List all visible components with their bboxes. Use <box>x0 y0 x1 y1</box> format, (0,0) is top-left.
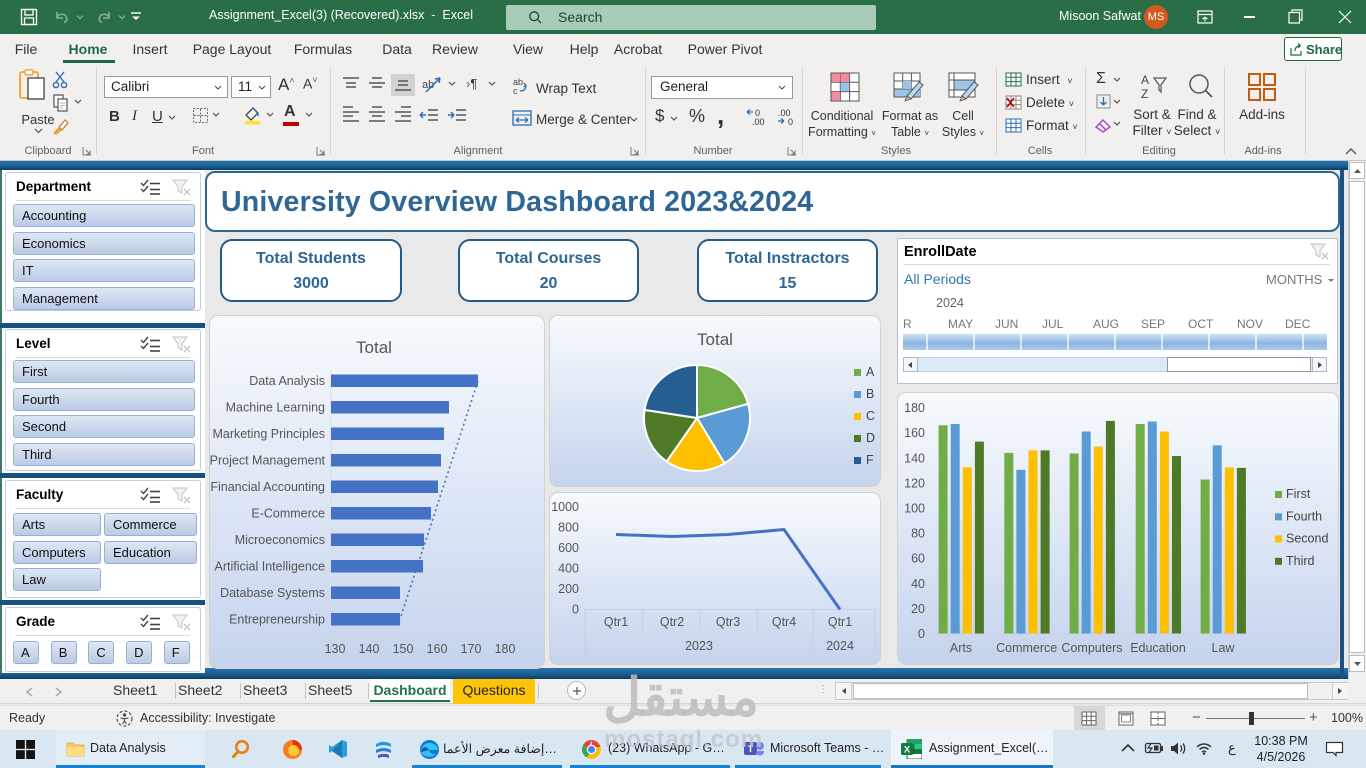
svg-text:Total: Total <box>356 338 392 357</box>
svg-text:180: 180 <box>904 401 925 415</box>
svg-text:Machine Learning: Machine Learning <box>226 401 325 415</box>
svg-text:60: 60 <box>911 552 925 566</box>
svg-text:Second: Second <box>1286 532 1328 546</box>
svg-text:140: 140 <box>904 451 925 465</box>
svg-text:180: 180 <box>495 642 516 656</box>
svg-text:c: c <box>513 86 518 96</box>
svg-text:160: 160 <box>427 642 448 656</box>
svg-text:Qtr1: Qtr1 <box>828 615 852 629</box>
svg-text:Qtr2: Qtr2 <box>660 615 684 629</box>
svg-text:80: 80 <box>911 527 925 541</box>
svg-text:20: 20 <box>911 602 925 616</box>
svg-text:Third: Third <box>1286 554 1315 568</box>
svg-text:.00: .00 <box>752 117 765 127</box>
svg-text:Education: Education <box>1130 641 1186 655</box>
svg-text:Marketing Principles: Marketing Principles <box>212 427 325 441</box>
svg-text:Project Management: Project Management <box>210 454 326 468</box>
svg-text:100: 100 <box>904 502 925 516</box>
svg-text:.00: .00 <box>778 108 791 118</box>
svg-text:Database Systems: Database Systems <box>220 586 325 600</box>
svg-text:Qtr1: Qtr1 <box>604 615 628 629</box>
svg-text:Entrepreneurship: Entrepreneurship <box>229 613 325 627</box>
svg-text:2023: 2023 <box>685 639 713 653</box>
svg-text:ab: ab <box>513 77 523 87</box>
svg-text:Total: Total <box>697 330 733 349</box>
svg-text:1000: 1000 <box>551 500 579 514</box>
svg-text:600: 600 <box>558 541 579 555</box>
svg-text:170: 170 <box>461 642 482 656</box>
svg-text:A: A <box>1141 73 1149 87</box>
svg-text:40: 40 <box>911 577 925 591</box>
svg-text:F: F <box>866 453 874 467</box>
svg-text:400: 400 <box>558 562 579 576</box>
svg-text:150: 150 <box>393 642 414 656</box>
svg-text:Microeconomics: Microeconomics <box>235 533 325 547</box>
svg-text:Computers: Computers <box>1061 641 1122 655</box>
svg-text:Arts: Arts <box>950 641 972 655</box>
svg-text:T: T <box>748 744 754 754</box>
svg-text:First: First <box>1286 487 1311 501</box>
svg-text:0: 0 <box>755 108 760 118</box>
svg-text:X: X <box>904 745 911 756</box>
svg-text:Commerce: Commerce <box>996 641 1057 655</box>
svg-text:Z: Z <box>1141 87 1148 101</box>
svg-text:130: 130 <box>325 642 346 656</box>
svg-text:A: A <box>866 365 875 379</box>
svg-text:Qtr3: Qtr3 <box>716 615 740 629</box>
svg-text:160: 160 <box>904 426 925 440</box>
svg-text:Fourth: Fourth <box>1286 509 1322 523</box>
svg-text:Qtr4: Qtr4 <box>772 615 796 629</box>
svg-text:0: 0 <box>788 117 793 127</box>
svg-text:0: 0 <box>572 603 579 617</box>
svg-text:200: 200 <box>558 582 579 596</box>
svg-text:140: 140 <box>359 642 380 656</box>
svg-text:Law: Law <box>1212 641 1236 655</box>
svg-text:Data Analysis: Data Analysis <box>249 374 325 388</box>
svg-text:E-Commerce: E-Commerce <box>251 507 325 521</box>
svg-text:120: 120 <box>904 476 925 490</box>
svg-text:D: D <box>866 431 875 445</box>
svg-text:ab: ab <box>422 79 434 91</box>
svg-text:0: 0 <box>918 627 925 641</box>
svg-text:800: 800 <box>558 521 579 535</box>
svg-text:Financial Accounting: Financial Accounting <box>210 480 325 494</box>
svg-text:Artificial Intelligence: Artificial Intelligence <box>215 560 326 574</box>
svg-text:B: B <box>866 387 874 401</box>
svg-text:C: C <box>866 409 875 423</box>
svg-text:2024: 2024 <box>826 639 854 653</box>
